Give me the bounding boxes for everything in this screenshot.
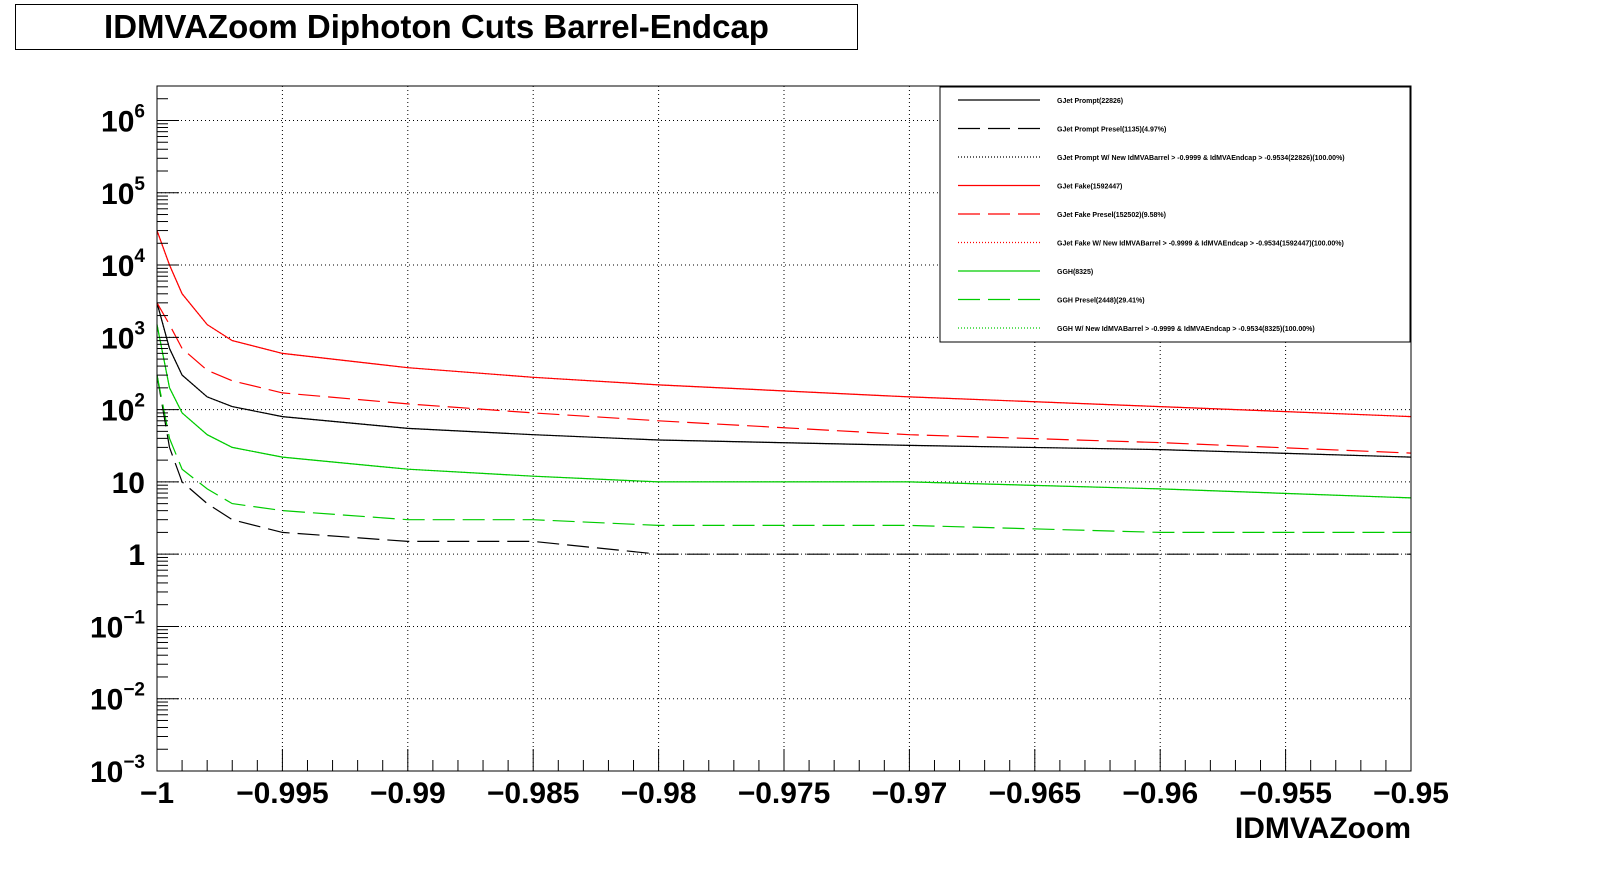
y-tick-label: 10−1: [90, 607, 145, 644]
x-tick-label: −0.98: [621, 777, 697, 810]
y-tick-label: 10−3: [90, 752, 145, 789]
legend-entry-label: GJet Prompt W/ New IdMVABarrel > -0.9999…: [1057, 155, 1345, 162]
y-tick-label: 1: [128, 539, 145, 572]
legend-entry-label: GGH(8325): [1057, 269, 1093, 276]
x-tick-label: −0.95: [1373, 777, 1449, 810]
y-tick-label: 103: [101, 318, 145, 355]
legend: GJet Prompt(22826) GJet Prompt Presel(113…: [939, 86, 1411, 343]
legend-entry-label: GJet Fake Presel(152502)(9.58%): [1057, 212, 1166, 219]
x-tick-label: −0.96: [1122, 777, 1198, 810]
chart-title-box: IDMVAZoom Diphoton Cuts Barrel-Endcap: [15, 4, 858, 50]
y-tick-label: 105: [101, 174, 145, 211]
x-tick-label: −0.985: [487, 777, 580, 810]
series-line: [156, 374, 1411, 534]
series-line: [156, 302, 1412, 454]
y-tick-label: 104: [101, 246, 145, 283]
series-line: [156, 374, 1411, 555]
chart-title: IDMVAZoom Diphoton Cuts Barrel-Endcap: [104, 8, 769, 45]
legend-entry-label: GJet Prompt Presel(1135)(4.97%): [1057, 127, 1166, 134]
x-tick-label: −0.975: [738, 777, 831, 810]
x-tick-label: −0.965: [989, 777, 1082, 810]
legend-entry-label: GGH W/ New IdMVABarrel > -0.9999 & IdMVA…: [1057, 326, 1315, 333]
legend-entry-label: GJet Fake W/ New IdMVABarrel > -0.9999 &…: [1057, 241, 1344, 248]
series-line: [156, 230, 1412, 418]
x-tick-label: −1: [140, 777, 174, 810]
x-tick-label: −0.955: [1239, 777, 1332, 810]
y-tick-label: 102: [101, 391, 145, 428]
x-tick-label: −0.97: [871, 777, 947, 810]
legend-entry-label: GGH Presel(2448)(29.41%): [1057, 298, 1145, 305]
legend-entry-label: GJet Fake(1592447): [1057, 184, 1122, 191]
y-tick-label: 10−2: [90, 680, 145, 717]
axes: −1 −0.995 −0.99 −0.985 −0.98 −0.975 −0.97 −0.96…: [90, 85, 1449, 810]
series-line: [156, 302, 1412, 458]
legend-entry-label: GJet Prompt(22826): [1057, 98, 1123, 105]
series-line: [156, 324, 1412, 499]
y-tick-label: 106: [101, 101, 145, 138]
x-tick-label: −0.995: [236, 777, 329, 810]
x-tick-label: −0.99: [370, 777, 446, 810]
series-group: [156, 230, 1412, 555]
legend-box: [939, 86, 1411, 343]
y-tick-label: 10: [112, 467, 145, 500]
x-axis-label: IDMVAZoom: [1235, 812, 1411, 845]
